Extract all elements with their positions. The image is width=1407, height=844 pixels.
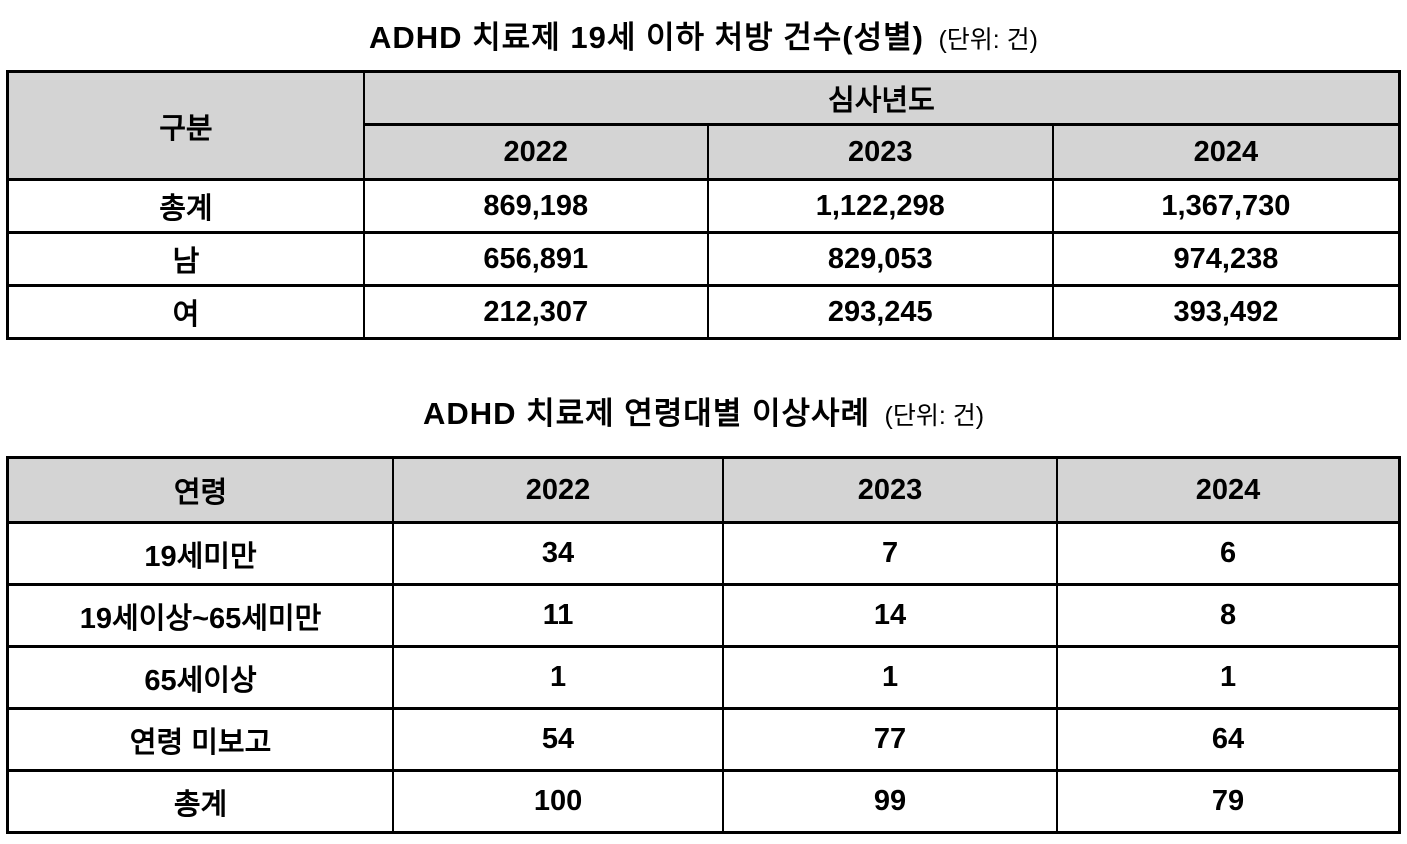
table2-title: ADHD 치료제 연령대별 이상사례: [422, 396, 871, 431]
cell-value: 14: [721, 583, 1059, 648]
table1-header-year-2023: 2023: [706, 123, 1054, 181]
cell-value: 1,122,298: [706, 178, 1054, 234]
table-row-male: 남 656,891 829,053 974,238: [6, 231, 1401, 287]
table2-title-block: ADHD 치료제 연령대별 이상사례 (단위: 건): [0, 388, 1407, 433]
cell-value: 974,238: [1051, 231, 1401, 287]
cell-value: 64: [1056, 707, 1401, 772]
table2-header-category: 연령: [6, 456, 395, 524]
cell-value: 34: [392, 521, 724, 586]
row-label: 연령 미보고: [6, 707, 395, 772]
row-label: 총계: [6, 769, 395, 834]
table-row-total: 총계 100 99 79: [6, 769, 1401, 834]
cell-value: 11: [392, 583, 724, 648]
cell-value: 393,492: [1051, 284, 1401, 340]
table1-header-row-years: 2022 2023 2024: [8, 123, 1401, 181]
table1-unit-note: (단위: 건): [938, 26, 1038, 54]
adverse-events-by-age-table: 연령 2022 2023 2024 19세미만 34 7 6 19세이상~65세…: [6, 456, 1401, 834]
cell-value: 99: [721, 769, 1059, 834]
table2-unit-note: (단위: 건): [884, 402, 985, 430]
prescriptions-by-gender-table: 구분 심사년도 2022 2023 2024 총계 869,198 1,122,…: [6, 70, 1401, 340]
cell-value: 293,245: [706, 284, 1054, 340]
row-label: 19세미만: [6, 521, 395, 586]
cell-value: 79: [1056, 769, 1401, 834]
table2-header-year-2024: 2024: [1056, 456, 1401, 524]
cell-value: 1,367,730: [1051, 178, 1401, 234]
table1-header-year-2024: 2024: [1051, 123, 1401, 181]
cell-value: 8: [1056, 583, 1401, 648]
cell-value: 212,307: [362, 284, 709, 340]
table-row-over65: 65세이상 1 1 1: [6, 645, 1401, 710]
table2-header-row: 연령 2022 2023 2024: [6, 456, 1401, 524]
cell-value: 77: [721, 707, 1059, 772]
cell-value: 1: [721, 645, 1059, 710]
cell-value: 7: [721, 521, 1059, 586]
table-row-19to65: 19세이상~65세미만 11 14 8: [6, 583, 1401, 648]
table1-header-year-group: 심사년도: [362, 70, 1401, 126]
row-label: 남: [6, 231, 365, 287]
table-row-total: 총계 869,198 1,122,298 1,367,730: [6, 178, 1401, 234]
table1-header-year-2022: 2022: [362, 123, 709, 181]
table1-header-row-group: 구분 심사년도: [6, 70, 1401, 181]
row-label: 19세이상~65세미만: [6, 583, 395, 648]
table-row-under19: 19세미만 34 7 6: [6, 521, 1401, 586]
row-label: 총계: [6, 178, 365, 234]
table-row-age-unreported: 연령 미보고 54 77 64: [6, 707, 1401, 772]
cell-value: 656,891: [362, 231, 709, 287]
table2-header-year-2022: 2022: [392, 456, 724, 524]
row-label: 65세이상: [6, 645, 395, 710]
cell-value: 1: [392, 645, 724, 710]
table-row-female: 여 212,307 293,245 393,492: [6, 284, 1401, 340]
table2-header-year-2023: 2023: [721, 456, 1059, 524]
cell-value: 100: [392, 769, 724, 834]
table1-title: ADHD 치료제 19세 이하 처방 건수(성별): [369, 20, 924, 55]
row-label: 여: [6, 284, 365, 340]
cell-value: 829,053: [706, 231, 1054, 287]
cell-value: 1: [1056, 645, 1401, 710]
cell-value: 869,198: [362, 178, 709, 234]
table1-title-block: ADHD 치료제 19세 이하 처방 건수(성별) (단위: 건): [0, 12, 1407, 57]
table1-header-category: 구분: [6, 70, 365, 181]
cell-value: 6: [1056, 521, 1401, 586]
cell-value: 54: [392, 707, 724, 772]
